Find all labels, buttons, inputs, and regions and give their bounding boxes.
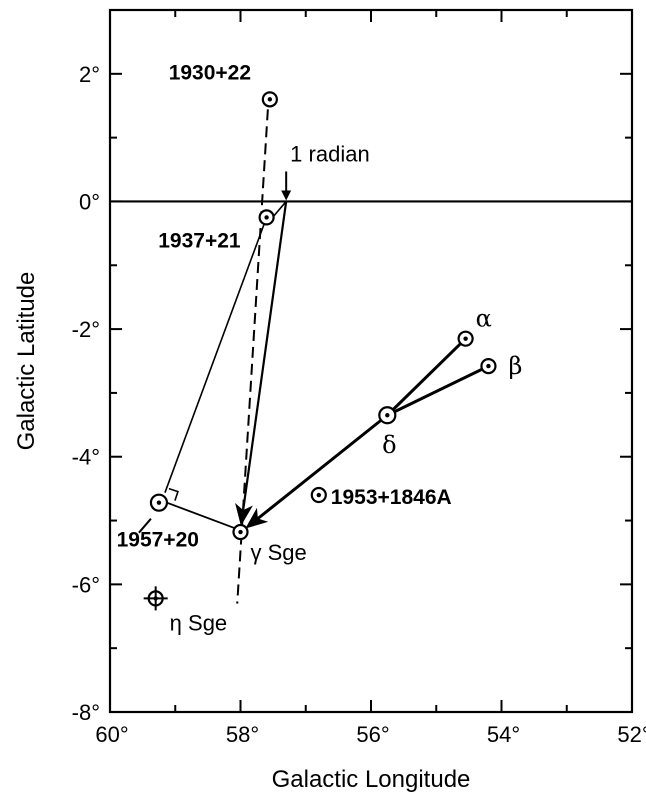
beta-delta-line [386, 364, 490, 417]
point-label-esge: η Sge [170, 610, 228, 635]
x-tick-label: 60° [95, 722, 128, 747]
marker-dot [463, 336, 468, 341]
plot-frame [108, 8, 634, 714]
x-tick-label: 54° [487, 722, 520, 747]
marker-p1957 [149, 493, 169, 512]
x-tick-label: 52° [617, 722, 646, 747]
y-tick-label: -8° [72, 700, 100, 725]
y-tick-label: -2° [72, 317, 100, 342]
triangle-edge [164, 217, 268, 493]
point-label-p1953: 1953+1846A [331, 486, 452, 509]
axis-ticks: 60° 58° 56° 54° 52° 2° 0° -2° -4° -6° -8° [72, 9, 646, 747]
point-label-p1930: 1930+22 [169, 61, 251, 84]
triangle-edge [166, 501, 235, 529]
y-axis-title: Galactic Latitude [13, 272, 40, 451]
marker-gsge [232, 523, 249, 541]
marker-dot [156, 500, 162, 505]
point-label-gsge: γ Sge [251, 540, 307, 565]
marker-dot [316, 492, 321, 498]
plot-axes [108, 8, 634, 714]
y-tick-label: -6° [72, 572, 100, 597]
y-tick-label: -4° [72, 445, 100, 470]
connection-lines [138, 109, 490, 604]
point-label-delta: δ [382, 431, 396, 459]
marker-dot [486, 363, 491, 369]
annotation-radian: 1 radian [290, 141, 370, 166]
marker-dot [267, 97, 273, 102]
y-tick-label: 0° [79, 189, 100, 214]
point-label-alpha: α [476, 305, 492, 333]
marker-alpha [457, 330, 474, 347]
point-label-beta: β [508, 352, 522, 380]
marker-p1937 [258, 209, 275, 226]
radian-arrow-line [235, 201, 288, 526]
marker-p1953 [310, 486, 327, 504]
x-tick-label: 58° [226, 722, 259, 747]
point-label-p1937: 1937+21 [158, 229, 241, 252]
marker-esge [143, 586, 168, 611]
x-tick-label: 56° [356, 722, 389, 747]
marker-dot [385, 413, 390, 418]
source-markers [143, 91, 497, 611]
marker-beta [480, 358, 497, 375]
x-axis-title: Galactic Longitude [272, 766, 471, 793]
marker-dot [238, 529, 243, 535]
leader-line [138, 518, 152, 534]
marker-delta [378, 406, 397, 425]
right-angle-marker [168, 487, 179, 501]
triangle-edge [271, 200, 287, 218]
y-tick-label: 2° [79, 62, 100, 87]
source-labels: 1930+22 1937+21 1957+20 1953+1846A γ Sge η Sg… [117, 61, 523, 635]
delta-gamma-arrow [245, 414, 389, 529]
alpha-delta-line [386, 337, 467, 417]
marker-dot [264, 215, 269, 220]
point-label-p1957: 1957+20 [117, 529, 199, 552]
marker-p1930 [261, 91, 278, 108]
